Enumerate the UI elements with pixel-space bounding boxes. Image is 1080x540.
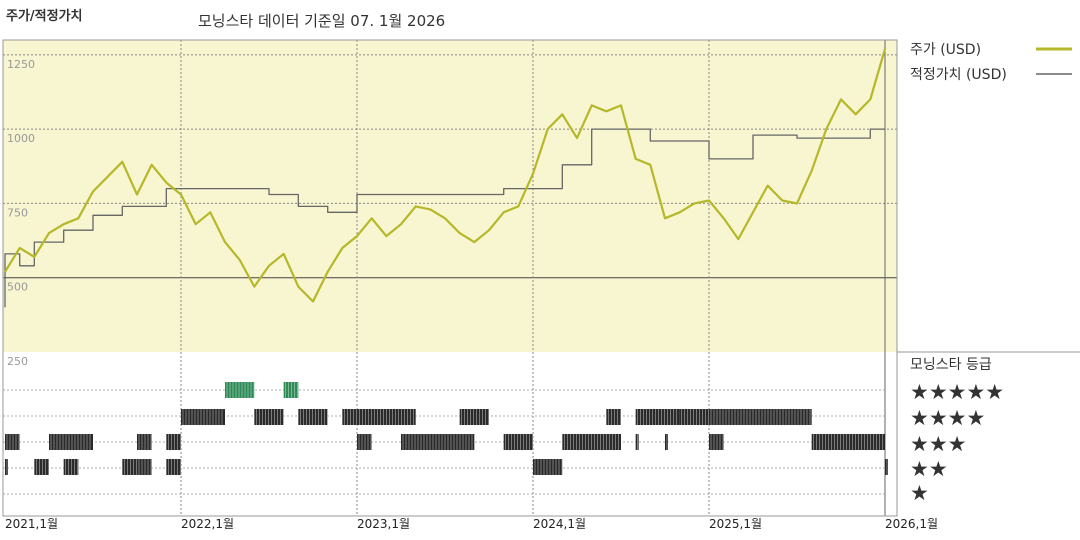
rating-legend: 모닝스타 등급 ★★★★★ ★★★★ ★★★ ★★ ★ <box>910 357 1004 505</box>
rating-segment-fill <box>885 459 888 475</box>
y-axis-title: 주가/적정가치 <box>6 8 83 24</box>
rating-segment-fill <box>635 409 680 425</box>
x-tick-label: 2024,1월 <box>533 517 586 531</box>
rating-segment <box>401 434 475 450</box>
x-tick-labels: 2021,1월 2022,1월 2023,1월 2024,1월 2025,1월 2026,… <box>5 517 938 531</box>
x-tick-label: 2023,1월 <box>357 517 410 531</box>
rating-segment <box>533 459 563 475</box>
rating-segment-fill <box>181 409 225 425</box>
legend: 주가 (USD) 적정가치 (USD) <box>910 42 1072 83</box>
rating-segment-fill <box>342 409 416 425</box>
rating-segment-fill <box>401 434 475 450</box>
rating-bars <box>5 382 888 475</box>
chart-title: 모닝스타 데이터 기준일 07. 1월 2026 <box>198 12 445 30</box>
rating-segment-fill <box>635 434 639 450</box>
rating-segment <box>166 459 181 475</box>
rating-segment-fill <box>459 409 489 425</box>
rating-segment-fill <box>49 434 93 450</box>
rating-segment <box>5 434 20 450</box>
rating-segment-fill <box>811 434 885 450</box>
rating-segment <box>283 382 299 398</box>
rating-segment <box>298 409 328 425</box>
x-tick-label: 2026,1월 <box>885 517 938 531</box>
rating-segment <box>166 434 181 450</box>
rating-segment <box>606 409 621 425</box>
y-tick-label: 750 <box>7 206 28 219</box>
rating-2-stars: ★★ <box>910 457 948 481</box>
rating-segment <box>679 409 710 425</box>
rating-segment <box>225 382 255 398</box>
rating-segment <box>885 459 888 475</box>
rating-segment <box>459 409 490 425</box>
rating-segment-fill <box>665 434 668 450</box>
rating-segment <box>34 459 49 475</box>
rating-segment <box>665 434 668 450</box>
y-tick-label: 1250 <box>7 58 35 71</box>
rating-segment <box>137 459 152 475</box>
legend-label-price: 주가 (USD) <box>910 42 981 58</box>
y-tick-label: 250 <box>7 355 28 368</box>
rating-segment <box>49 434 93 450</box>
x-tick-label: 2025,1월 <box>709 517 762 531</box>
rating-segment <box>122 459 137 475</box>
legend-label-fairvalue: 적정가치 (USD) <box>910 67 1007 83</box>
rating-segment <box>635 434 639 450</box>
x-tick-label: 2021,1월 <box>5 517 58 531</box>
rating-1-star: ★ <box>910 481 929 505</box>
rating-segment <box>357 434 372 450</box>
rating-segment-fill <box>679 409 709 425</box>
price-line <box>4 48 887 303</box>
x-tick-label: 2022,1월 <box>181 517 234 531</box>
rating-segment-fill <box>225 382 255 398</box>
series-lines <box>4 48 887 308</box>
y-tick-label: 500 <box>7 281 28 294</box>
rating-segment <box>709 434 724 450</box>
rating-segment <box>137 434 152 450</box>
rating-segment-fill <box>709 409 812 425</box>
rating-segment <box>562 434 621 450</box>
plot-frame <box>2 39 898 517</box>
fair-value-line <box>4 128 885 308</box>
rating-segment <box>635 409 680 425</box>
rating-segment-fill <box>503 434 533 450</box>
y-tick-label: 1000 <box>7 132 35 145</box>
rating-4-stars: ★★★★ <box>910 406 985 430</box>
rating-5-stars: ★★★★★ <box>910 380 1004 404</box>
y-tick-labels: 1250 1000 750 500 250 <box>7 58 35 368</box>
rating-segment-fill <box>5 459 8 475</box>
rating-segment <box>5 459 8 475</box>
rating-segment <box>811 434 885 450</box>
rating-segment <box>709 409 812 425</box>
rating-segment <box>63 459 79 475</box>
rating-segment <box>342 409 416 425</box>
rating-panel-title: 모닝스타 등급 <box>910 357 992 373</box>
rating-segment-fill <box>533 459 563 475</box>
rating-segment <box>181 409 225 425</box>
rating-3-stars: ★★★ <box>910 432 966 456</box>
rating-segment <box>254 409 284 425</box>
rating-segment <box>503 434 534 450</box>
rating-segment-fill <box>298 409 328 425</box>
plot-background <box>3 40 897 352</box>
grid <box>3 40 897 516</box>
rating-segment-fill <box>254 409 284 425</box>
